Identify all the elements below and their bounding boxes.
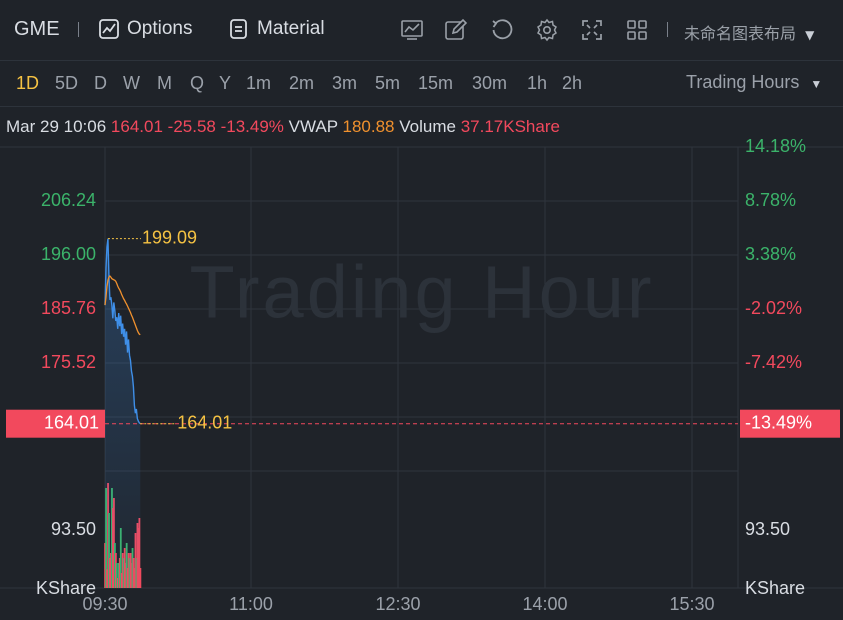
period-tab[interactable]: 5m — [375, 73, 401, 93]
quote-info-bar: Mar 29 10:06 164.01 -25.58 -13.49% VWAP … — [6, 117, 560, 137]
vwap-value: 180.88 — [342, 117, 395, 136]
current-pct-badge — [740, 409, 840, 438]
x-tick: 12:30 — [375, 594, 420, 614]
top-toolbar: GME Options Material — [0, 0, 843, 61]
volume-unit-right: KShare — [745, 578, 805, 598]
y-tick-right: -2.02% — [745, 298, 802, 318]
period-bar: 1D 5D D W M Q Y 1m 2m 3m 5m 15m 30m 1h 2… — [0, 60, 843, 107]
material-label: Material — [257, 18, 325, 39]
toolbar-divider — [667, 22, 668, 37]
period-tab[interactable]: 30m — [472, 73, 508, 93]
options-button[interactable]: Options — [98, 18, 192, 40]
price-line — [104, 238, 141, 425]
watermark: Trading Hour — [189, 251, 654, 334]
layout-grid-icon[interactable] — [625, 18, 649, 42]
y-tick-left: 196.00 — [41, 244, 96, 264]
material-button[interactable]: Material — [229, 18, 325, 40]
current-pct-badge-text: -13.49% — [745, 412, 812, 432]
toolbar-divider — [78, 22, 79, 37]
volume-bar — [139, 568, 142, 588]
period-tab[interactable]: 3m — [332, 73, 358, 93]
low-label: 164.01 — [177, 412, 232, 432]
y-tick-right: 3.38% — [745, 244, 796, 264]
period-tab[interactable]: D — [94, 73, 107, 93]
indicator-icon[interactable] — [400, 18, 424, 42]
current-price-badge — [6, 409, 105, 438]
high-label: 199.09 — [142, 227, 197, 247]
caret-down-icon: ▼ — [810, 77, 823, 91]
period-tab[interactable]: 1h — [527, 73, 548, 93]
layout-selector[interactable]: 未命名图表布局 ▼ — [684, 20, 814, 44]
reset-icon[interactable] — [490, 18, 514, 42]
fullscreen-icon[interactable] — [580, 18, 604, 42]
period-tab[interactable]: 15m — [418, 73, 454, 93]
x-tick: 09:30 — [82, 594, 127, 614]
volume-value: 37.17KShare — [460, 117, 560, 136]
settings-gear-icon[interactable] — [535, 18, 559, 42]
y-tick-right: 8.78% — [745, 190, 796, 210]
period-tab[interactable]: M — [157, 73, 172, 93]
current-price-badge-text: 164.01 — [44, 412, 99, 432]
y-tick-right: 14.18% — [745, 136, 806, 156]
price-area-fill — [105, 238, 141, 588]
period-tab[interactable]: 2m — [289, 73, 315, 93]
x-tick: 11:00 — [229, 594, 273, 614]
quote-datetime: Mar 29 10:06 — [6, 117, 107, 136]
caret-down-icon: ▼ — [805, 28, 815, 42]
symbol-label[interactable]: GME — [14, 18, 60, 40]
y-tick-right: -7.42% — [745, 352, 802, 372]
period-tab[interactable]: 1D — [16, 73, 40, 93]
volume-tick-left: 93.50 — [51, 519, 96, 539]
volume-tick-right: 93.50 — [745, 519, 790, 539]
volume-label: Volume — [399, 117, 456, 136]
y-tick-left: 206.24 — [41, 190, 96, 210]
trading-hours-dropdown[interactable]: Trading Hours ▼ — [686, 72, 822, 93]
x-tick: 15:30 — [669, 594, 714, 614]
vwap-line — [104, 275, 141, 336]
x-tick: 14:00 — [522, 594, 567, 614]
layout-name-label: 未命名图表布局 — [684, 24, 797, 43]
period-tab[interactable]: 2h — [562, 73, 583, 93]
options-chart-icon — [99, 19, 119, 39]
period-tab[interactable]: Q — [190, 73, 205, 93]
period-tab[interactable]: Y — [219, 73, 232, 93]
volume-unit-left: KShare — [36, 578, 96, 598]
options-label: Options — [127, 18, 193, 39]
draw-pen-icon[interactable] — [444, 18, 468, 42]
vwap-label: VWAP — [288, 117, 338, 136]
period-tab[interactable]: 1m — [246, 73, 272, 93]
trading-hours-label: Trading Hours — [686, 72, 800, 92]
period-tab[interactable]: W — [123, 73, 140, 93]
quote-price: 164.01 — [110, 117, 163, 136]
y-tick-left: 175.52 — [41, 352, 96, 372]
period-tab[interactable]: 5D — [55, 73, 79, 93]
y-tick-left: 185.76 — [41, 298, 96, 318]
quote-change: -25.58 — [167, 117, 216, 136]
quote-change-pct: -13.49% — [220, 117, 284, 136]
document-icon — [230, 19, 247, 39]
